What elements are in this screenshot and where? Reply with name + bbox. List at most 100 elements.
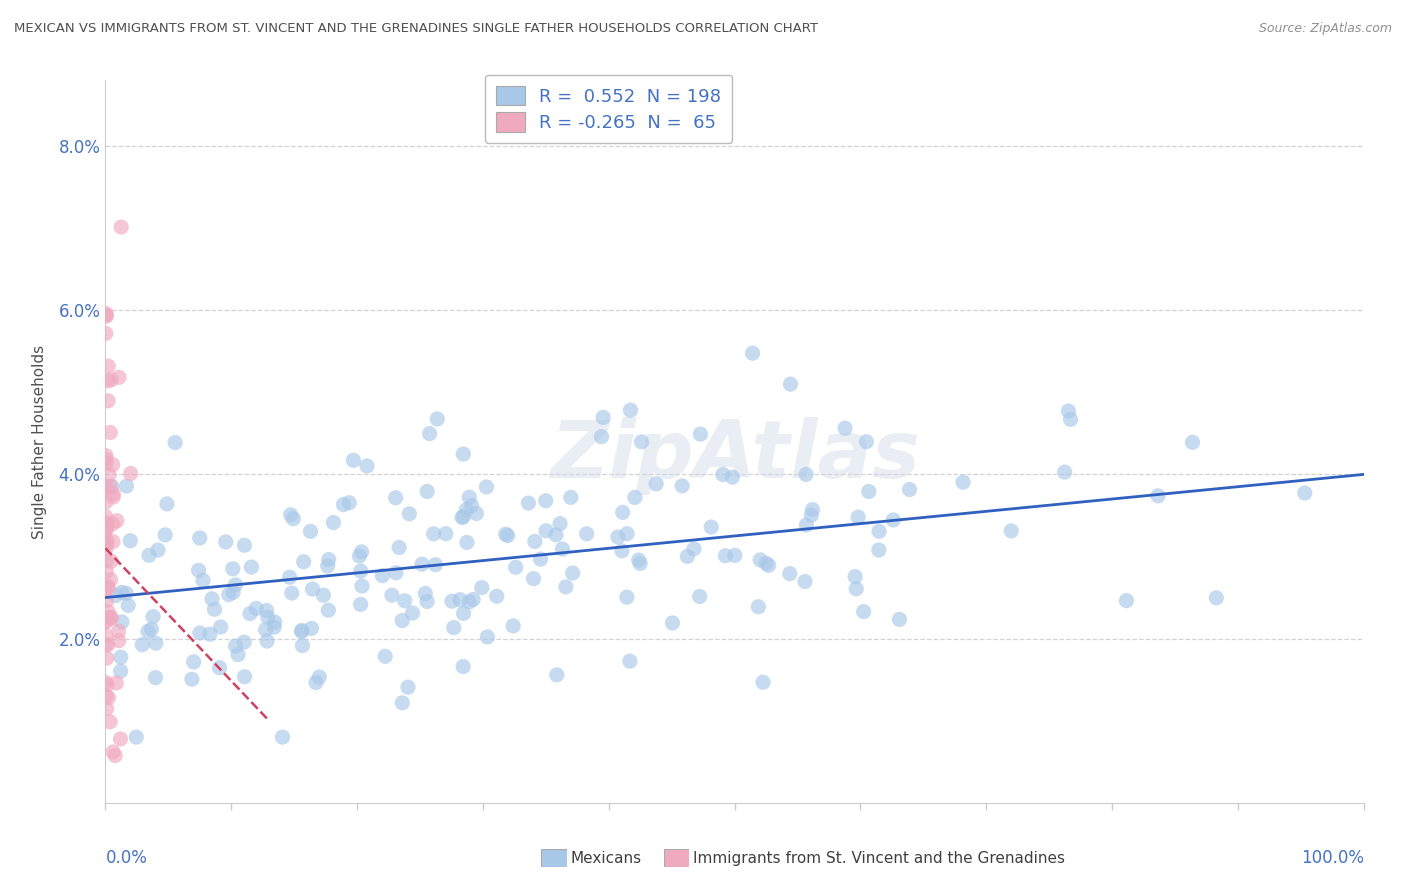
Point: [141, 622, 163, 636]
Point: [523, 534, 546, 549]
Point: [94, 326, 117, 341]
Point: [96, 309, 118, 323]
Point: [308, 670, 330, 684]
Point: [350, 564, 373, 578]
Point: [240, 560, 263, 574]
Point: [419, 426, 441, 441]
Point: [104, 589, 127, 603]
Point: [94, 452, 117, 467]
Point: [305, 675, 328, 690]
Point: [1294, 486, 1316, 500]
Point: [96, 651, 118, 665]
Point: [96, 678, 118, 692]
Point: [110, 585, 132, 599]
Point: [356, 458, 378, 473]
Point: [110, 650, 132, 665]
Point: [312, 588, 335, 602]
Point: [233, 538, 256, 552]
Point: [534, 493, 557, 508]
Point: [749, 553, 772, 567]
Point: [440, 594, 463, 608]
Point: [291, 624, 314, 638]
Point: [105, 676, 128, 690]
Point: [110, 664, 132, 678]
Point: [845, 582, 868, 596]
Point: [97, 579, 120, 593]
Point: [165, 435, 187, 450]
Point: [98, 425, 121, 440]
Point: [101, 516, 124, 531]
Point: [548, 516, 571, 531]
Text: 0.0%: 0.0%: [105, 849, 148, 867]
Point: [415, 586, 437, 600]
Point: [401, 606, 423, 620]
Point: [94, 524, 117, 538]
Point: [700, 520, 723, 534]
Point: [394, 593, 416, 607]
Point: [496, 528, 519, 542]
Point: [226, 648, 249, 662]
Point: [371, 568, 394, 582]
Point: [96, 517, 118, 532]
Point: [318, 603, 340, 617]
Point: [391, 696, 413, 710]
Point: [96, 456, 118, 470]
Point: [384, 491, 406, 505]
Point: [98, 610, 121, 624]
Point: [846, 510, 869, 524]
Point: [952, 475, 974, 490]
Point: [156, 497, 179, 511]
Point: [96, 520, 118, 534]
Text: MEXICAN VS IMMIGRANTS FROM ST. VINCENT AND THE GRENADINES SINGLE FATHER HOUSEHOL: MEXICAN VS IMMIGRANTS FROM ST. VINCENT A…: [14, 22, 818, 36]
Point: [97, 393, 120, 408]
Point: [188, 626, 211, 640]
Point: [456, 502, 478, 516]
Point: [94, 615, 117, 630]
Point: [1115, 593, 1137, 607]
Point: [624, 491, 647, 505]
Point: [1147, 489, 1170, 503]
Text: ZipAtlas: ZipAtlas: [550, 417, 920, 495]
Point: [411, 558, 433, 572]
Point: [97, 359, 120, 373]
Point: [224, 578, 246, 592]
Point: [381, 588, 404, 602]
Point: [628, 557, 651, 571]
Point: [495, 527, 517, 541]
Point: [453, 607, 475, 621]
Point: [683, 541, 706, 556]
Point: [758, 558, 780, 573]
Point: [388, 541, 411, 555]
Point: [94, 584, 117, 599]
Point: [94, 524, 117, 538]
Point: [318, 552, 340, 566]
Point: [97, 690, 120, 705]
Point: [889, 612, 911, 626]
Point: [280, 508, 302, 522]
Point: [101, 479, 124, 493]
Point: [844, 569, 866, 583]
Point: [281, 586, 304, 600]
Point: [741, 346, 763, 360]
Point: [100, 554, 122, 568]
Point: [108, 370, 131, 384]
Point: [271, 730, 294, 744]
Point: [97, 638, 120, 652]
Point: [100, 373, 122, 387]
Point: [120, 467, 142, 481]
Point: [342, 453, 364, 467]
Point: [1181, 435, 1204, 450]
Point: [97, 605, 120, 619]
Point: [534, 524, 557, 538]
Point: [283, 511, 305, 525]
Point: [779, 566, 801, 581]
Point: [104, 748, 127, 763]
Point: [612, 505, 634, 519]
Point: [110, 220, 132, 235]
Point: [316, 559, 339, 574]
Point: [222, 585, 245, 599]
Point: [868, 524, 890, 539]
Point: [103, 487, 125, 501]
Point: [256, 610, 278, 624]
Point: [209, 620, 232, 634]
